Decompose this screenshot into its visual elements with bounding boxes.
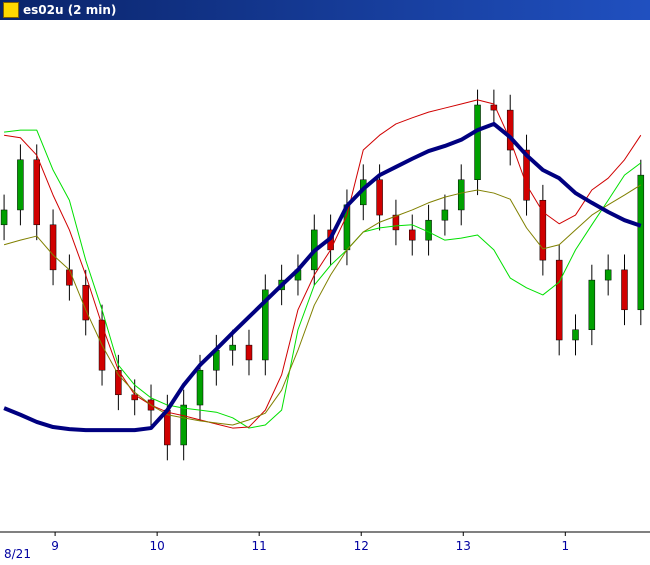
indicator-line — [4, 129, 642, 429]
candle-body — [229, 344, 236, 351]
x-tick-label: 12 — [354, 539, 369, 553]
candle-body — [474, 104, 481, 180]
candle-body — [555, 259, 563, 341]
candle-body — [441, 209, 449, 221]
candle-body — [408, 229, 416, 241]
window-title: es02u (2 min) — [23, 3, 117, 17]
app-icon — [3, 2, 19, 18]
candle-body — [245, 344, 253, 361]
x-tick-label: 9 — [51, 539, 59, 553]
candle-body — [457, 179, 465, 211]
x-tick-label: 11 — [252, 539, 267, 553]
candle-body — [392, 214, 400, 231]
indicator-line — [3, 121, 642, 433]
candle-body — [572, 329, 579, 341]
candle-body — [33, 159, 40, 226]
indicator-line — [4, 99, 642, 429]
candle-body — [637, 174, 645, 311]
candle-body — [17, 159, 24, 211]
candle-body — [588, 279, 596, 331]
candle-body — [262, 289, 269, 361]
candle-body — [604, 269, 612, 281]
candle-body — [621, 269, 628, 311]
date-label: 8/21 — [4, 547, 31, 561]
x-tick-label: 13 — [456, 539, 471, 553]
x-tick-label: 1 — [561, 539, 569, 553]
candle-body — [66, 269, 73, 286]
candle-body — [539, 199, 547, 261]
x-tick-label: 10 — [150, 539, 165, 553]
candle-body — [425, 219, 432, 241]
title-bar[interactable]: es02u (2 min) — [0, 0, 650, 20]
candle-body — [196, 369, 204, 406]
candle-body — [0, 209, 8, 226]
chart: 8/21 9 10 11 12 13 1 — [0, 89, 650, 561]
candle-body — [506, 109, 514, 151]
candle-body — [49, 224, 57, 271]
candle-body — [376, 179, 383, 216]
indicator-line — [3, 184, 642, 426]
candle-body — [180, 404, 187, 446]
